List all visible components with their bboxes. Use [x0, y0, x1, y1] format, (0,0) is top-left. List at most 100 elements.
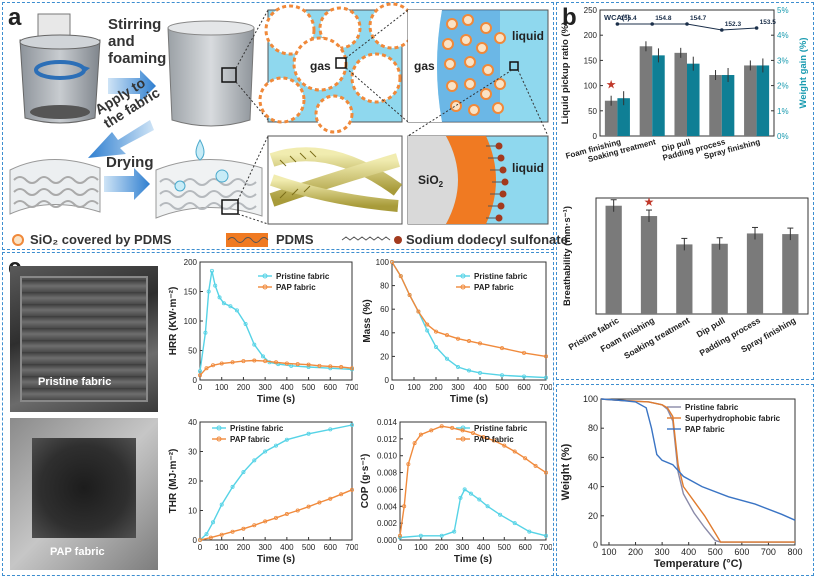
data-point	[206, 289, 211, 294]
x-tick-label: 200	[237, 383, 251, 392]
data-point	[477, 497, 482, 502]
data-point	[398, 533, 403, 538]
arrow-left-icon	[88, 120, 154, 158]
x-tick-label: 800	[787, 547, 802, 557]
y2-tick-label: 0%	[777, 132, 789, 141]
chart-cop: 0 100 200 300 400 500 600 700 0.000 0.002 0.004 0.0…	[360, 418, 552, 565]
data-point	[418, 432, 423, 437]
data-point	[219, 532, 224, 537]
y-axis-label: THR (MJ·m⁻²)	[168, 449, 179, 514]
sds-chain-icon	[341, 236, 402, 244]
x-tick-label: 400	[477, 543, 491, 552]
y-tick-label: 0.010	[377, 452, 398, 461]
panel-b	[556, 2, 814, 380]
chart-b-mid: Breathability (mm·s⁻¹)Pristine fabricFoa…	[562, 195, 809, 361]
y-axis-label: COP (g·s⁻¹)	[360, 454, 371, 509]
data-point	[228, 304, 233, 309]
y-tick-label: 100	[376, 258, 390, 267]
y-tick-label: 40	[588, 482, 598, 492]
plot-frame	[600, 398, 796, 546]
data-point	[412, 441, 417, 446]
x-tick-label: 500	[495, 383, 509, 392]
star-icon: ★	[606, 78, 617, 92]
legend-label: PAP fabric	[685, 425, 725, 434]
data-point	[306, 431, 311, 436]
data-point	[467, 368, 472, 373]
wca-value: 153.5	[760, 19, 777, 26]
data-point	[230, 484, 235, 489]
photo-pap-label: PAP fabric	[50, 546, 105, 558]
data-point	[252, 358, 257, 363]
bar	[711, 243, 728, 314]
data-point	[252, 342, 257, 347]
series-line	[399, 488, 547, 539]
data-point	[416, 309, 421, 314]
x-tick-label: 100	[215, 543, 229, 552]
legend-marker	[216, 436, 222, 442]
data-point	[230, 529, 235, 534]
y-tick-label: 80	[588, 423, 598, 433]
data-point	[211, 363, 216, 368]
photo-pristine-label: Pristine fabric	[38, 376, 112, 388]
plot-frame	[399, 421, 547, 541]
data-point	[263, 449, 268, 454]
bar	[721, 75, 735, 136]
legend-label: Pristine fabric	[474, 272, 528, 281]
pdms-wave-icon	[226, 233, 269, 247]
data-point	[263, 359, 268, 364]
data-point	[478, 341, 483, 346]
x-tick-label: 200	[628, 547, 643, 557]
y-tick-label: 20	[188, 477, 197, 486]
liquid-label-2: liquid	[512, 161, 544, 175]
x-tick-label: 200	[435, 543, 449, 552]
data-point	[306, 365, 311, 370]
x-tick-label: 500	[302, 543, 316, 552]
data-point	[521, 374, 526, 379]
y-tick-label: 40	[188, 418, 197, 427]
data-point	[481, 435, 486, 440]
legend-label: Pristine fabric	[474, 424, 528, 433]
bar	[604, 100, 618, 136]
data-point	[328, 364, 333, 369]
y-axis-label: Mass (%)	[362, 299, 373, 342]
x-tick-label: 400	[473, 383, 487, 392]
x-tick-label: 400	[681, 547, 696, 557]
sio2-pdms-circle-icon	[12, 234, 24, 246]
data-point	[274, 515, 279, 520]
bar	[640, 216, 658, 314]
data-point	[398, 535, 403, 540]
data-point	[198, 369, 203, 374]
y2-tick-label: 5%	[777, 6, 789, 15]
data-point	[306, 504, 311, 509]
gas-label-1: gas	[310, 59, 331, 73]
legend-marker	[262, 284, 268, 290]
wca-label: WCA(°)	[604, 13, 630, 22]
wca-value: 154.8	[655, 15, 672, 22]
y-tick-label: 60	[588, 452, 598, 462]
sio2-label: SiO2	[418, 173, 444, 189]
y-tick-label: 0	[193, 536, 198, 545]
star-icon: ★	[644, 195, 655, 209]
data-point	[491, 438, 496, 443]
data-point	[284, 512, 289, 517]
x-tick-label: 700	[539, 543, 552, 552]
series-line	[399, 425, 547, 536]
x-tick-label: 0	[198, 383, 203, 392]
series-line	[199, 489, 353, 541]
x-axis-label: Temperature (°C)	[654, 558, 743, 570]
bar	[744, 65, 757, 136]
plot-frame	[595, 197, 809, 315]
x-tick-label: 400	[280, 543, 294, 552]
data-point	[349, 422, 354, 427]
y-tick-label: 250	[584, 6, 598, 15]
arrow3-label: Drying	[106, 154, 154, 171]
x-tick-label: 700	[539, 383, 552, 392]
data-point	[274, 360, 279, 365]
data-point	[533, 463, 538, 468]
data-point	[317, 500, 322, 505]
wca-point	[615, 22, 620, 26]
y-tick-label: 100	[583, 394, 598, 404]
y-tick-label: 10	[188, 507, 197, 516]
x-tick-label: 400	[280, 383, 294, 392]
data-point	[498, 512, 503, 517]
